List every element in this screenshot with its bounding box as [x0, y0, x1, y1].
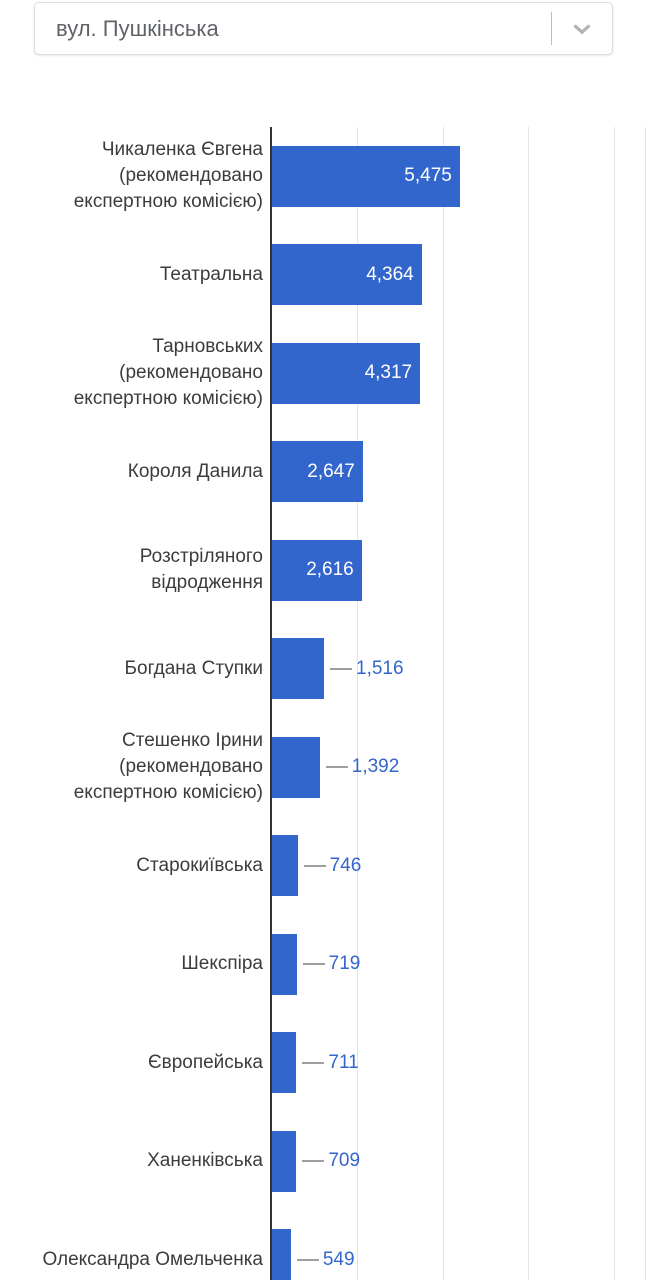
chart-row: Театральна 4,364	[0, 226, 646, 325]
annotation-stem	[302, 1160, 325, 1163]
annotation-stem	[302, 963, 325, 966]
chart-gridline	[614, 127, 616, 1280]
annotation-stem	[302, 1061, 325, 1064]
value-annotation: 709	[328, 1150, 361, 1172]
chart-row: Олександра Омельченка 549	[0, 1211, 646, 1280]
bar[interactable]	[272, 1229, 291, 1280]
chart-row: Тарновських (рекомендовано експертною ко…	[0, 324, 646, 423]
chart-row: Старокиївська 746	[0, 817, 646, 916]
category-label: Тарновських (рекомендовано експертною ко…	[73, 336, 263, 410]
street-select-value: вул. Пушкінська	[56, 15, 219, 41]
bar[interactable]	[272, 933, 297, 995]
annotation-stem	[303, 864, 326, 867]
chart-gridline	[528, 127, 530, 1280]
value-annotation: 4,317	[364, 362, 413, 384]
category-label: Шекспіра	[181, 953, 263, 975]
chevron-down-icon[interactable]	[552, 16, 612, 42]
value-annotation: 711	[328, 1051, 359, 1073]
dropdown-divider	[551, 12, 552, 45]
chart-row: Богдана Ступки 1,516	[0, 620, 646, 719]
chart-row: Шекспіра 719	[0, 915, 646, 1014]
bar[interactable]: 4,317	[272, 342, 421, 404]
value-annotation: 1,516	[356, 657, 404, 679]
value-annotation: 4,364	[366, 263, 414, 285]
bar[interactable]	[272, 638, 325, 700]
bar[interactable]	[272, 1032, 297, 1094]
chart-gridline	[356, 127, 358, 1280]
chart-row: Чикаленка Євгена (рекомендовано експертн…	[0, 127, 646, 226]
bar[interactable]: 2,647	[272, 441, 363, 503]
annotation-stem	[330, 667, 353, 670]
category-label: Богдана Ступки	[124, 657, 263, 679]
bar[interactable]: 5,475	[272, 145, 460, 207]
value-annotation: 1,392	[351, 756, 400, 778]
bar[interactable]: 2,616	[272, 539, 362, 601]
category-label: Старокиївська	[136, 854, 263, 876]
bar[interactable]: 4,364	[272, 244, 422, 306]
annotation-stem	[325, 766, 348, 769]
bar[interactable]	[272, 736, 320, 798]
chart-gridline	[442, 127, 444, 1280]
category-label: Європейська	[147, 1051, 263, 1073]
category-label: Розстріляного відродження	[139, 546, 263, 594]
value-annotation: 5,475	[404, 165, 452, 187]
value-annotation: 719	[328, 953, 361, 975]
chart-row: Ханенківська 709	[0, 1112, 646, 1211]
value-annotation: 549	[322, 1248, 355, 1270]
annotation-stem	[296, 1258, 319, 1261]
chart-row: Європейська 711	[0, 1014, 646, 1113]
chart-row: Короля Данила 2,647	[0, 423, 646, 522]
category-label: Театральна	[159, 263, 263, 285]
bar-chart: Чикаленка Євгена (рекомендовано експертн…	[0, 127, 646, 1280]
chart-row: Стешенко Ірини (рекомендовано експертною…	[0, 718, 646, 817]
value-annotation: 746	[329, 854, 362, 876]
category-label: Олександра Омельченка	[42, 1248, 263, 1270]
category-label: Стешенко Ірини (рекомендовано експертною…	[73, 730, 263, 804]
category-label: Чикаленка Євгена (рекомендовано експертн…	[73, 139, 263, 213]
street-select[interactable]: вул. Пушкінська	[34, 2, 613, 55]
category-label: Короля Данила	[127, 460, 263, 482]
value-annotation: 2,647	[307, 460, 355, 482]
bar[interactable]	[272, 835, 298, 897]
chart-baseline-axis	[270, 127, 272, 1280]
value-annotation: 2,616	[306, 559, 354, 581]
bar[interactable]	[272, 1130, 297, 1192]
category-label: Ханенківська	[147, 1150, 263, 1172]
chart-row: Розстріляного відродження 2,616	[0, 521, 646, 620]
